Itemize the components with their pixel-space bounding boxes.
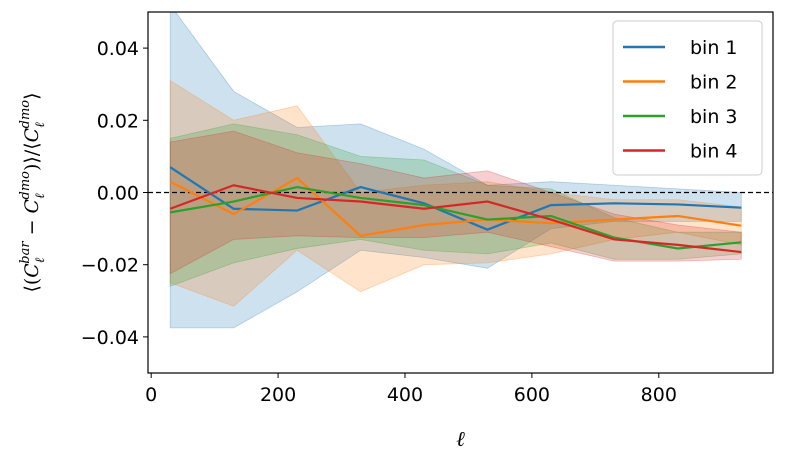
x-tick-label: 0 (145, 384, 157, 406)
y-tick-label: 0.04 (97, 38, 139, 60)
legend-label: bin 2 (690, 72, 738, 94)
band-bin-1 (169, 12, 742, 329)
series-lines (169, 166, 742, 254)
y-tick-label: −0.02 (81, 255, 139, 277)
line-bin-1 (169, 166, 742, 231)
band-bin-4 (169, 130, 742, 275)
legend-box (612, 20, 763, 176)
x-tick-label: 800 (641, 384, 677, 406)
y-tick-label: 0.00 (97, 183, 139, 205)
x-tick-label: 200 (260, 384, 296, 406)
x-tick-label: 600 (514, 384, 550, 406)
x-tick-label: 400 (387, 384, 423, 406)
confidence-bands (169, 12, 742, 329)
legend: bin 1 bin 2 bin 3 bin 4 (612, 20, 763, 176)
line-bin-4 (169, 184, 742, 254)
legend-label: bin 3 (690, 106, 738, 128)
y-tick-label: −0.04 (81, 327, 139, 349)
legend-label: bin 1 (690, 37, 738, 59)
x-axis-ticks: 0 200 400 600 800 (145, 373, 677, 406)
band-bin-2 (169, 79, 742, 307)
line-bin-2 (169, 176, 742, 237)
x-axis-label: ℓ (456, 427, 465, 451)
y-tick-label: 0.02 (97, 110, 139, 132)
y-axis-ticks: 0.04 0.02 0.00 −0.02 −0.04 (81, 38, 148, 349)
legend-label: bin 4 (690, 141, 738, 163)
y-axis-label: ⟨(Cℓbar − Cℓdmo)⟩/⟨Cℓdmo⟩ (18, 92, 48, 292)
